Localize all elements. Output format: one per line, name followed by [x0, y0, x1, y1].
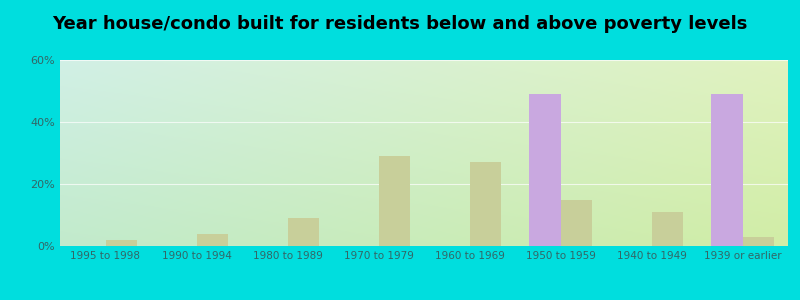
Bar: [106, 240, 138, 246]
Bar: [742, 237, 774, 246]
Bar: [287, 218, 319, 246]
Bar: [651, 212, 683, 246]
Bar: [710, 94, 742, 246]
Bar: [378, 156, 410, 246]
Bar: [470, 162, 502, 246]
Text: Year house/condo built for residents below and above poverty levels: Year house/condo built for residents bel…: [52, 15, 748, 33]
Bar: [529, 94, 561, 246]
Bar: [561, 200, 592, 246]
Bar: [197, 234, 228, 246]
